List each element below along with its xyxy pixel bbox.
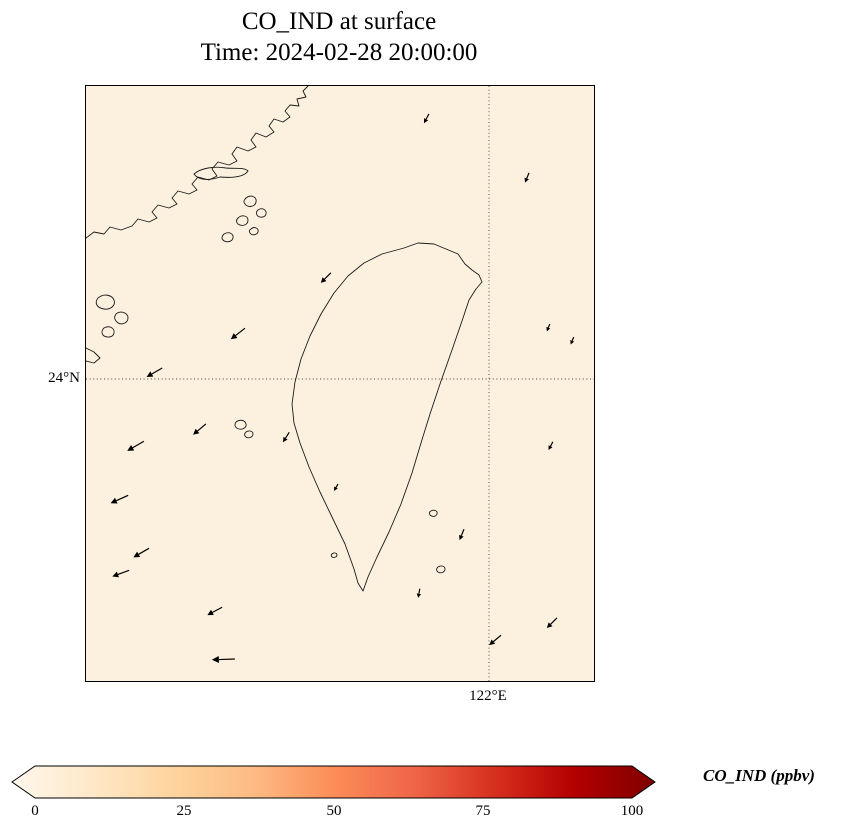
colorbar-label: CO_IND (ppbv) xyxy=(703,766,815,785)
lat-tick-label: 24°N xyxy=(48,370,80,386)
colorbar-ticks: 0 25 50 75 100 xyxy=(10,803,658,823)
colorbar-tick-100: 100 xyxy=(620,803,644,819)
figure-title-line2: Time: 2024-02-28 20:00:00 xyxy=(200,39,478,66)
wind-vectors-layer xyxy=(110,113,575,664)
colorbar-bar xyxy=(11,765,656,799)
figure-title-line1: CO_IND at surface xyxy=(241,8,437,35)
coastline-layer xyxy=(86,86,483,592)
graticule-layer xyxy=(86,86,594,681)
colorbar-svg xyxy=(11,765,656,799)
colorbar xyxy=(10,764,658,802)
colorbar-tick-25: 25 xyxy=(176,803,192,819)
colorbar-tick-75: 75 xyxy=(475,803,491,819)
colorbar-tick-50: 50 xyxy=(326,803,342,819)
map-svg xyxy=(86,86,594,681)
map-plot xyxy=(85,85,595,682)
lon-tick-label: 122°E xyxy=(469,688,507,704)
figure-title: CO_IND at surface Time: 2024-02-28 20:00… xyxy=(85,6,593,68)
colorbar-tick-0: 0 xyxy=(31,803,39,819)
